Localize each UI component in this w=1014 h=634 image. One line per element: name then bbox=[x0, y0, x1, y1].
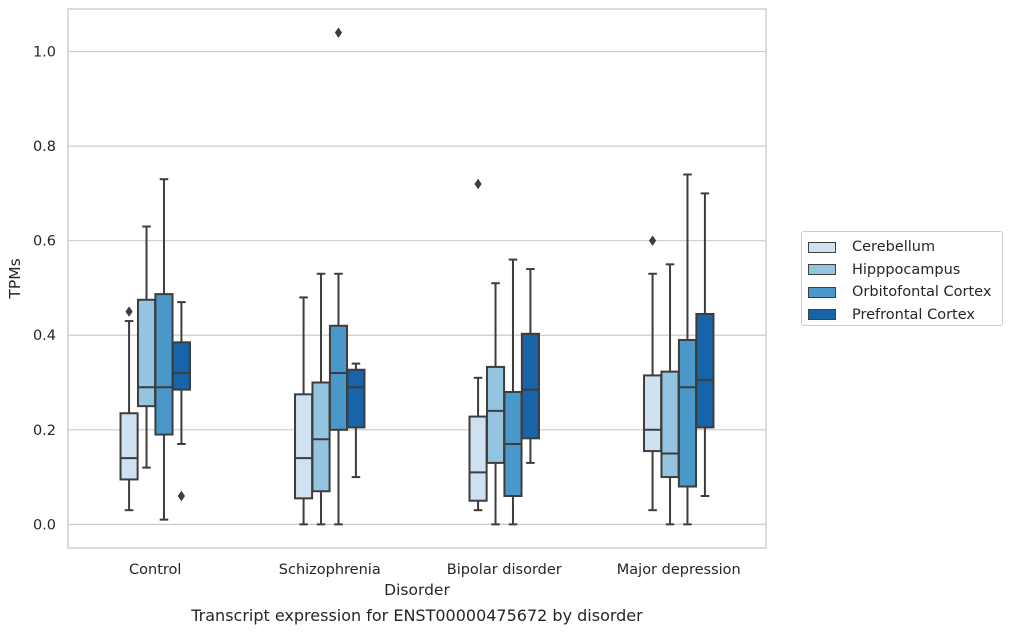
legend-label: Hipppocampus bbox=[852, 261, 961, 278]
outlier-marker bbox=[334, 27, 343, 38]
legend-swatch bbox=[808, 264, 836, 276]
y-tick-label: 0.2 bbox=[33, 423, 56, 439]
box-body bbox=[154, 293, 174, 436]
box-body bbox=[520, 332, 540, 440]
box-body bbox=[468, 415, 488, 502]
box-2-3 bbox=[677, 173, 698, 526]
box-0-3 bbox=[643, 235, 663, 512]
y-tick-label: 0.6 bbox=[33, 234, 56, 250]
legend-swatch bbox=[808, 286, 836, 298]
plot-frame bbox=[67, 8, 767, 549]
box-body bbox=[311, 381, 331, 493]
x-tick-label: Schizophrenia bbox=[279, 562, 381, 578]
legend-swatch bbox=[808, 309, 836, 321]
box-2-0 bbox=[154, 178, 174, 521]
box-1-3 bbox=[660, 263, 680, 526]
box-3-1 bbox=[346, 362, 366, 479]
legend-item: Hipppocampus bbox=[808, 259, 1002, 282]
box-2-1 bbox=[328, 27, 349, 526]
y-tick-label: 0.0 bbox=[33, 517, 56, 533]
box-0-1 bbox=[294, 296, 314, 526]
y-tick-label: 0.4 bbox=[33, 328, 56, 344]
box-0-2 bbox=[468, 178, 488, 512]
y-axis-label: TPMs bbox=[6, 258, 24, 299]
box-3-2 bbox=[520, 268, 540, 464]
box-3-3 bbox=[695, 192, 715, 497]
box-1-1 bbox=[311, 272, 331, 526]
outlier-marker bbox=[177, 490, 186, 502]
legend-label: Orbitofontal Cortex bbox=[852, 284, 992, 301]
box-body bbox=[485, 365, 506, 464]
box-body bbox=[171, 341, 191, 391]
box-body bbox=[660, 370, 680, 479]
box-0-0 bbox=[119, 306, 139, 512]
chart-legend: Cerebellum Hipppocampus Orbitofontal Corte… bbox=[801, 231, 1003, 326]
box-body bbox=[346, 368, 366, 429]
box-body bbox=[677, 338, 698, 488]
box-body bbox=[294, 393, 314, 500]
legend-label: Prefrontal Cortex bbox=[852, 306, 975, 323]
box-body bbox=[695, 312, 715, 429]
legend-label: Cerebellum bbox=[852, 239, 936, 256]
box-3-0 bbox=[171, 301, 191, 502]
legend-item: Prefrontal Cortex bbox=[808, 304, 1002, 327]
figure-caption: Transcript expression for ENST0000047567… bbox=[191, 606, 643, 625]
legend-item: Orbitofontal Cortex bbox=[808, 281, 1002, 304]
y-tick-label: 1.0 bbox=[33, 45, 56, 61]
legend-item: Cerebellum bbox=[808, 236, 1002, 259]
legend-swatch bbox=[808, 241, 836, 253]
x-tick-label: Major depression bbox=[617, 562, 741, 578]
y-tick-label: 0.8 bbox=[33, 139, 56, 155]
x-axis-label: Disorder bbox=[384, 581, 450, 599]
box-body bbox=[328, 324, 349, 431]
box-1-0 bbox=[136, 225, 157, 469]
box-2-2 bbox=[503, 258, 523, 526]
x-tick-label: Bipolar disorder bbox=[447, 562, 562, 578]
outlier-marker bbox=[474, 178, 482, 190]
x-tick-label: Control bbox=[129, 562, 181, 578]
outlier-marker bbox=[648, 235, 657, 246]
box-body bbox=[136, 298, 157, 408]
box-body bbox=[643, 374, 663, 453]
box-body bbox=[119, 412, 139, 481]
outlier-marker bbox=[125, 306, 133, 317]
box-1-2 bbox=[485, 282, 506, 526]
